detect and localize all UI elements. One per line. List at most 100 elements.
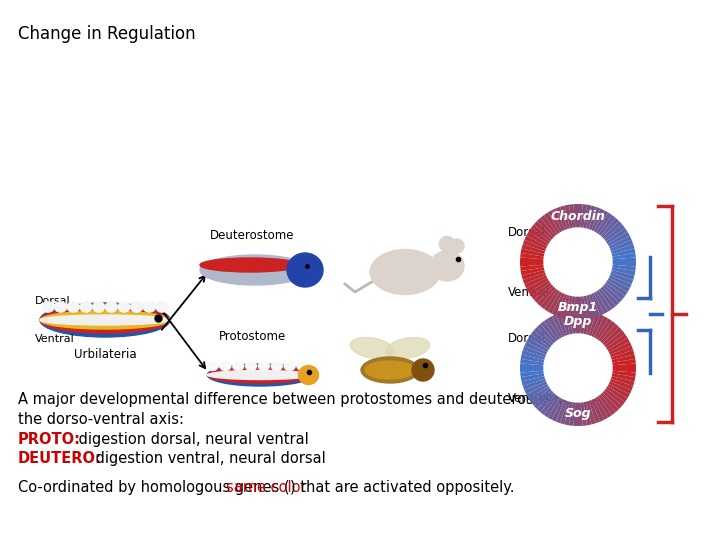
Wedge shape bbox=[612, 262, 636, 267]
Wedge shape bbox=[612, 368, 636, 373]
Wedge shape bbox=[591, 292, 604, 315]
Ellipse shape bbox=[544, 228, 612, 296]
Wedge shape bbox=[588, 293, 600, 317]
Wedge shape bbox=[578, 204, 582, 228]
Ellipse shape bbox=[271, 361, 283, 371]
Ellipse shape bbox=[284, 361, 296, 371]
Wedge shape bbox=[611, 248, 635, 256]
Ellipse shape bbox=[40, 303, 170, 337]
Text: PROTO:: PROTO: bbox=[18, 432, 81, 447]
Wedge shape bbox=[569, 204, 575, 228]
Wedge shape bbox=[611, 354, 635, 363]
Ellipse shape bbox=[297, 361, 308, 371]
Wedge shape bbox=[560, 400, 570, 424]
Ellipse shape bbox=[287, 253, 323, 287]
Wedge shape bbox=[593, 316, 608, 339]
Wedge shape bbox=[524, 275, 548, 288]
Wedge shape bbox=[609, 273, 633, 284]
Wedge shape bbox=[611, 253, 636, 259]
Wedge shape bbox=[586, 206, 596, 230]
Wedge shape bbox=[611, 373, 635, 382]
Wedge shape bbox=[540, 394, 558, 415]
Ellipse shape bbox=[130, 301, 143, 313]
Ellipse shape bbox=[156, 301, 168, 313]
Wedge shape bbox=[608, 381, 631, 394]
Wedge shape bbox=[531, 282, 552, 300]
Wedge shape bbox=[526, 278, 549, 292]
Text: Dorsal: Dorsal bbox=[508, 332, 546, 345]
Wedge shape bbox=[611, 370, 636, 377]
Wedge shape bbox=[526, 232, 549, 247]
Wedge shape bbox=[520, 265, 544, 271]
Wedge shape bbox=[552, 292, 565, 315]
Wedge shape bbox=[595, 289, 612, 312]
Ellipse shape bbox=[361, 357, 419, 383]
Wedge shape bbox=[534, 221, 554, 240]
Text: Ventral: Ventral bbox=[508, 392, 550, 404]
Ellipse shape bbox=[200, 255, 310, 285]
Wedge shape bbox=[520, 370, 544, 377]
Text: Dorsal: Dorsal bbox=[508, 226, 546, 239]
Wedge shape bbox=[607, 232, 630, 247]
Wedge shape bbox=[604, 330, 625, 348]
Ellipse shape bbox=[365, 361, 415, 379]
Wedge shape bbox=[552, 208, 565, 232]
Wedge shape bbox=[548, 210, 562, 233]
Ellipse shape bbox=[299, 366, 318, 384]
Text: Ventral: Ventral bbox=[35, 334, 75, 344]
Wedge shape bbox=[588, 313, 600, 336]
Wedge shape bbox=[583, 295, 592, 319]
Wedge shape bbox=[593, 397, 608, 420]
Ellipse shape bbox=[370, 249, 440, 294]
Text: Urbilateria: Urbilateria bbox=[73, 348, 136, 361]
Wedge shape bbox=[564, 401, 572, 426]
Ellipse shape bbox=[207, 364, 312, 386]
Wedge shape bbox=[595, 319, 612, 341]
Wedge shape bbox=[573, 204, 578, 228]
Wedge shape bbox=[595, 395, 612, 417]
Wedge shape bbox=[521, 270, 546, 280]
Wedge shape bbox=[569, 402, 575, 426]
Wedge shape bbox=[612, 363, 636, 368]
Ellipse shape bbox=[105, 301, 118, 313]
Wedge shape bbox=[523, 346, 546, 357]
Wedge shape bbox=[602, 327, 622, 346]
Wedge shape bbox=[556, 207, 567, 231]
Text: Ventral: Ventral bbox=[508, 286, 550, 299]
Wedge shape bbox=[560, 206, 570, 230]
Wedge shape bbox=[531, 330, 552, 348]
Wedge shape bbox=[609, 379, 633, 390]
Wedge shape bbox=[602, 284, 622, 303]
Wedge shape bbox=[534, 390, 554, 409]
Text: Dorsal: Dorsal bbox=[35, 296, 71, 306]
Wedge shape bbox=[598, 321, 616, 342]
Wedge shape bbox=[528, 228, 551, 244]
Wedge shape bbox=[588, 400, 600, 423]
Ellipse shape bbox=[544, 334, 612, 402]
Wedge shape bbox=[580, 204, 587, 228]
Ellipse shape bbox=[207, 361, 218, 371]
Wedge shape bbox=[521, 248, 545, 256]
Wedge shape bbox=[611, 265, 636, 271]
Wedge shape bbox=[523, 240, 546, 252]
Wedge shape bbox=[552, 314, 565, 338]
Wedge shape bbox=[580, 402, 587, 426]
Text: Change in Regulation: Change in Regulation bbox=[18, 25, 196, 43]
Wedge shape bbox=[606, 280, 627, 296]
Wedge shape bbox=[531, 224, 552, 242]
Wedge shape bbox=[600, 218, 619, 238]
Wedge shape bbox=[520, 258, 544, 262]
Wedge shape bbox=[520, 359, 544, 366]
Wedge shape bbox=[598, 394, 616, 415]
Wedge shape bbox=[537, 218, 556, 238]
Text: Protostome: Protostome bbox=[218, 330, 286, 343]
Wedge shape bbox=[604, 282, 625, 300]
Wedge shape bbox=[611, 267, 635, 275]
Wedge shape bbox=[600, 286, 619, 306]
Ellipse shape bbox=[439, 236, 455, 252]
Text: Deuterostome: Deuterostome bbox=[210, 229, 294, 242]
Wedge shape bbox=[537, 324, 556, 344]
Wedge shape bbox=[521, 244, 546, 254]
Wedge shape bbox=[602, 390, 622, 409]
Wedge shape bbox=[548, 397, 562, 420]
